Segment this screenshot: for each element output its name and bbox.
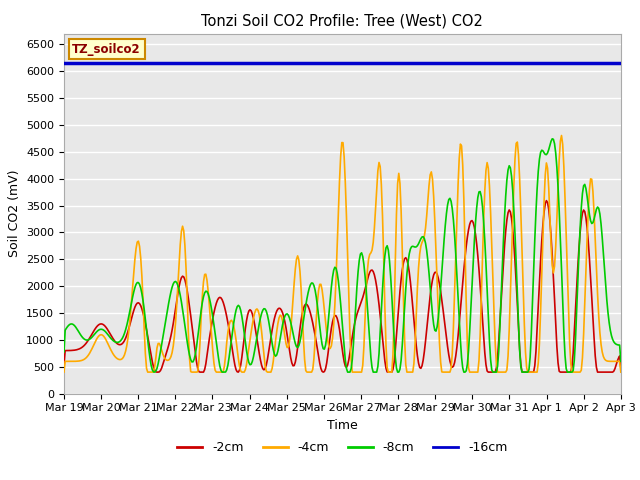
- Y-axis label: Soil CO2 (mV): Soil CO2 (mV): [8, 170, 20, 257]
- Text: TZ_soilco2: TZ_soilco2: [72, 43, 141, 56]
- X-axis label: Time: Time: [327, 419, 358, 432]
- Legend: -2cm, -4cm, -8cm, -16cm: -2cm, -4cm, -8cm, -16cm: [172, 436, 513, 459]
- Title: Tonzi Soil CO2 Profile: Tree (West) CO2: Tonzi Soil CO2 Profile: Tree (West) CO2: [202, 13, 483, 28]
